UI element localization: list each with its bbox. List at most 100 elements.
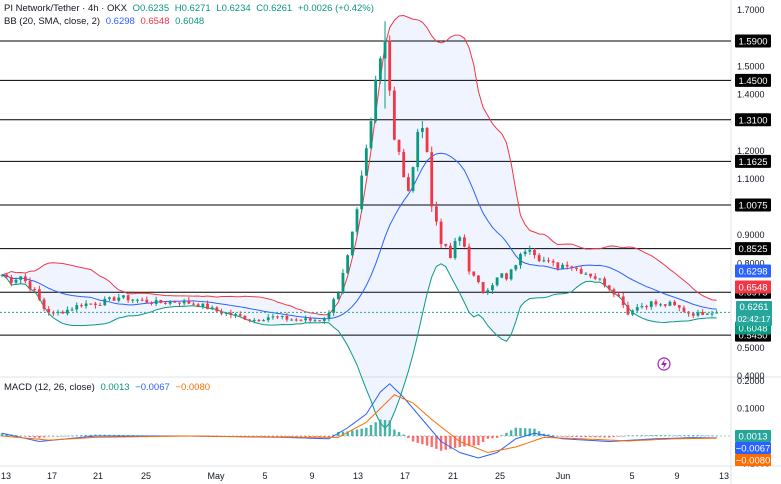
macd-hist-bar bbox=[299, 436, 303, 437]
candle-body bbox=[654, 301, 658, 305]
candle-body bbox=[598, 278, 602, 280]
candle-body bbox=[565, 264, 569, 267]
candle-body bbox=[178, 302, 181, 304]
macd-hist-bar bbox=[117, 434, 120, 436]
bb-basis-value: 0.6298 bbox=[105, 16, 135, 27]
candle-body bbox=[551, 261, 555, 263]
macd-hist-bar bbox=[112, 434, 116, 436]
macd-label: MACD (12, 26, close) bbox=[4, 382, 95, 393]
macd-hist-bar bbox=[103, 434, 106, 436]
macd-hist-bar bbox=[481, 436, 485, 442]
candle-body bbox=[318, 320, 322, 322]
macd-hist-bar bbox=[421, 436, 424, 445]
macd-hist-bar bbox=[0, 433, 4, 436]
candle-body bbox=[196, 304, 200, 307]
level-tag bbox=[735, 73, 771, 87]
close-price-tag: 0.6261 bbox=[736, 301, 772, 314]
candle-body bbox=[262, 320, 265, 322]
candle-body bbox=[691, 313, 695, 316]
macd-hist-bar bbox=[664, 435, 667, 436]
candle-body bbox=[449, 245, 452, 259]
candle-body bbox=[579, 269, 583, 274]
macd-hist-bar bbox=[369, 425, 373, 436]
bb-value-tag bbox=[735, 280, 771, 294]
macd-hist-bar bbox=[598, 436, 602, 438]
candle-body bbox=[705, 313, 709, 315]
macd-hist-bar bbox=[551, 435, 555, 436]
macd-hist-bar bbox=[444, 436, 447, 450]
candle-body bbox=[0, 274, 4, 276]
macd-hist-bar bbox=[267, 436, 270, 437]
candle-body bbox=[528, 249, 532, 252]
candle-body bbox=[51, 312, 55, 314]
macd-hist-bar bbox=[486, 436, 489, 439]
macd-hist-bar bbox=[561, 436, 564, 437]
candle-body bbox=[491, 285, 494, 291]
macd-hist-bar bbox=[70, 435, 74, 437]
macd-hist-bar bbox=[636, 435, 639, 436]
bb-value-tag bbox=[735, 264, 771, 278]
candle-body bbox=[542, 260, 546, 262]
candle-body bbox=[14, 279, 18, 283]
candle-body bbox=[612, 289, 616, 295]
candle-body bbox=[84, 303, 88, 307]
candle-body bbox=[364, 148, 368, 176]
macd-hist-bar bbox=[467, 436, 471, 447]
macd-value-tag-label: −0.0080 bbox=[736, 456, 771, 467]
macd-value-tag bbox=[735, 430, 771, 442]
macd-hist-bar bbox=[276, 436, 279, 437]
candle-body bbox=[635, 307, 639, 311]
candle-body bbox=[593, 276, 597, 279]
macd-hist-bar bbox=[407, 436, 410, 439]
candle-body bbox=[584, 273, 588, 275]
candle-body bbox=[285, 315, 289, 320]
macd-hist-bar bbox=[351, 430, 354, 436]
bb-fill bbox=[2, 15, 717, 429]
candle-body bbox=[164, 302, 167, 304]
macd-hist-bar bbox=[379, 419, 382, 436]
candle-body bbox=[215, 307, 219, 312]
macd-hist-bar bbox=[411, 436, 415, 442]
candle-body bbox=[294, 319, 298, 321]
candle-body bbox=[397, 139, 401, 152]
macd-hist-bar bbox=[108, 434, 111, 436]
price-tick-label: 1.5000 bbox=[737, 61, 765, 71]
candle-body bbox=[621, 296, 625, 306]
level-tag-label: 1.0075 bbox=[738, 200, 767, 211]
candle-body bbox=[374, 79, 378, 122]
macd-hist-bar bbox=[290, 436, 293, 437]
change-value: +0.0026 (+0.42%) bbox=[297, 3, 374, 14]
open-value: O0.6235 bbox=[132, 3, 170, 14]
candle-body bbox=[271, 316, 275, 318]
macd-hist-bar bbox=[42, 436, 46, 438]
macd-hist-bar bbox=[710, 435, 714, 437]
candle-body bbox=[682, 307, 686, 312]
macd-hist-bar bbox=[622, 435, 625, 437]
date-tick-label: 13 bbox=[1, 471, 11, 481]
alert-bolt-icon[interactable] bbox=[657, 357, 671, 371]
macd-hist-bar bbox=[425, 436, 429, 446]
macd-hist-bar bbox=[678, 435, 681, 436]
macd-hist-bar bbox=[594, 436, 597, 438]
macd-value-tag-label: 0.0013 bbox=[738, 432, 767, 443]
date-tick-label: 13 bbox=[353, 471, 363, 481]
macd-hist-bar bbox=[495, 436, 499, 438]
date-tick-label: 17 bbox=[47, 471, 57, 481]
date-tick-label: 21 bbox=[93, 471, 103, 481]
price-tick-label: 1.4000 bbox=[737, 89, 765, 99]
candle-body bbox=[56, 311, 60, 313]
macd-hist-bar bbox=[318, 436, 321, 438]
candle-body bbox=[561, 264, 564, 269]
date-tick-label: 21 bbox=[448, 471, 458, 481]
bb-upper-line bbox=[1, 15, 717, 316]
macd-hist-bar bbox=[271, 436, 275, 437]
candle-body bbox=[350, 231, 354, 256]
candle-body bbox=[523, 251, 527, 255]
candle-body bbox=[673, 301, 677, 306]
macd-hist-bar bbox=[262, 436, 265, 437]
macd-hist-bar bbox=[52, 436, 55, 437]
macd-hist-bar bbox=[309, 436, 312, 437]
macd-hist-bar bbox=[570, 436, 574, 437]
candle-body bbox=[332, 299, 336, 313]
